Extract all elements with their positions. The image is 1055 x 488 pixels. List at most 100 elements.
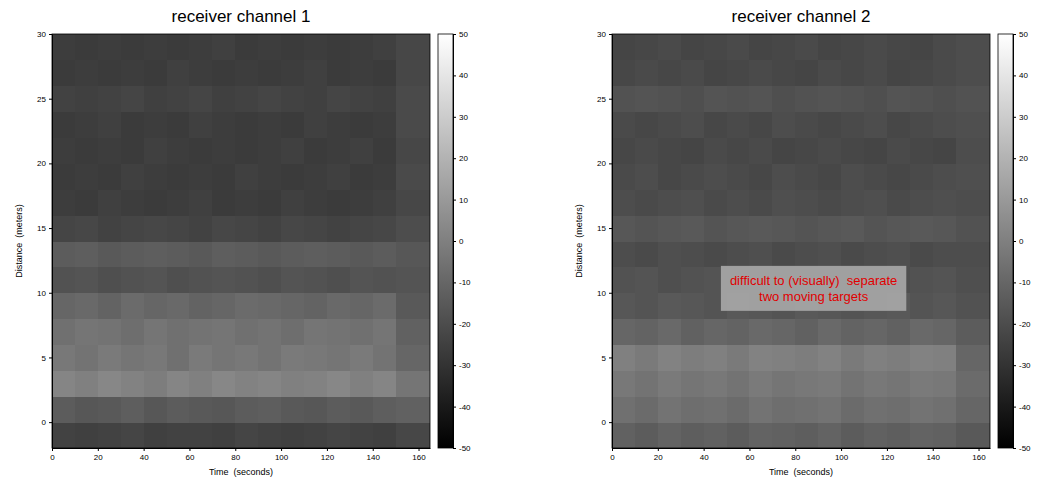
cell xyxy=(956,163,990,189)
tick-mark xyxy=(453,324,456,325)
tick: 80 xyxy=(231,448,240,462)
tick: 30 xyxy=(37,30,52,39)
cell xyxy=(98,241,121,267)
cell xyxy=(727,215,750,241)
cell xyxy=(304,241,327,267)
colorbar xyxy=(438,34,453,448)
cell xyxy=(327,345,350,371)
cell xyxy=(681,370,704,396)
tick-label: -30 xyxy=(1019,361,1031,370)
annotation-text: two moving targets xyxy=(759,289,869,304)
cell xyxy=(681,215,704,241)
tick-mark xyxy=(1013,158,1016,159)
cell xyxy=(327,215,350,241)
cell xyxy=(727,86,750,112)
cell xyxy=(772,112,795,138)
cell xyxy=(635,138,658,164)
tick-mark xyxy=(1013,365,1016,366)
cell xyxy=(189,163,212,189)
cell xyxy=(681,293,704,319)
cell xyxy=(864,163,887,189)
tick-label: 0 xyxy=(610,453,615,462)
cell xyxy=(910,163,933,189)
cell xyxy=(864,345,887,371)
cell xyxy=(772,345,795,371)
cell xyxy=(658,86,681,112)
cell xyxy=(841,215,864,241)
cell xyxy=(144,34,167,60)
cell xyxy=(612,370,635,396)
y-axis-title: Distance (meters) xyxy=(574,204,584,278)
cell xyxy=(304,293,327,319)
cell xyxy=(681,396,704,422)
tick: -50 xyxy=(1013,444,1031,453)
tick-label: -30 xyxy=(459,361,471,370)
cell xyxy=(327,86,350,112)
cell xyxy=(98,396,121,422)
cell xyxy=(795,215,818,241)
cell xyxy=(281,112,304,138)
cell xyxy=(304,86,327,112)
canvas: 020406080100120140160051015202530-50-40-… xyxy=(0,0,1055,488)
cell xyxy=(956,396,990,422)
cell xyxy=(189,86,212,112)
cell xyxy=(910,215,933,241)
cell xyxy=(350,422,373,448)
cell xyxy=(795,189,818,215)
cell xyxy=(373,86,396,112)
cell xyxy=(189,241,212,267)
cell xyxy=(373,163,396,189)
cell xyxy=(887,189,910,215)
cell xyxy=(167,215,190,241)
cell xyxy=(749,241,772,267)
tick: 0 xyxy=(602,418,612,427)
cell xyxy=(327,370,350,396)
cell xyxy=(167,163,190,189)
tick-mark xyxy=(887,448,888,451)
cell xyxy=(635,241,658,267)
cell xyxy=(818,86,841,112)
cell xyxy=(258,345,281,371)
cell xyxy=(304,319,327,345)
cell xyxy=(933,396,956,422)
cell xyxy=(396,345,430,371)
cell xyxy=(98,293,121,319)
cell xyxy=(887,370,910,396)
tick-mark xyxy=(144,448,145,451)
cell xyxy=(749,319,772,345)
cell xyxy=(52,241,75,267)
tick-label: 120 xyxy=(321,453,335,462)
tick-label: 0 xyxy=(50,453,55,462)
cell xyxy=(258,422,281,448)
tick-mark xyxy=(1013,241,1016,242)
cell xyxy=(235,34,258,60)
cell xyxy=(887,60,910,86)
cell xyxy=(189,267,212,293)
x-axis: 020406080100120140160 xyxy=(610,448,990,462)
cell xyxy=(956,138,990,164)
cell xyxy=(910,345,933,371)
tick-label: 0 xyxy=(1019,237,1024,246)
cell xyxy=(396,163,430,189)
tick: 0 xyxy=(610,448,615,462)
cell xyxy=(818,34,841,60)
cell xyxy=(212,34,235,60)
cell xyxy=(772,215,795,241)
cell xyxy=(396,267,430,293)
cell xyxy=(258,215,281,241)
cell xyxy=(75,241,98,267)
cell xyxy=(956,112,990,138)
cell xyxy=(189,138,212,164)
cell xyxy=(235,345,258,371)
tick: 25 xyxy=(37,95,52,104)
cell xyxy=(167,138,190,164)
cell xyxy=(887,34,910,60)
cell xyxy=(373,34,396,60)
cell xyxy=(887,241,910,267)
cell xyxy=(167,241,190,267)
cell xyxy=(258,267,281,293)
cell xyxy=(75,267,98,293)
cell xyxy=(704,60,727,86)
cell xyxy=(772,34,795,60)
cell xyxy=(841,86,864,112)
